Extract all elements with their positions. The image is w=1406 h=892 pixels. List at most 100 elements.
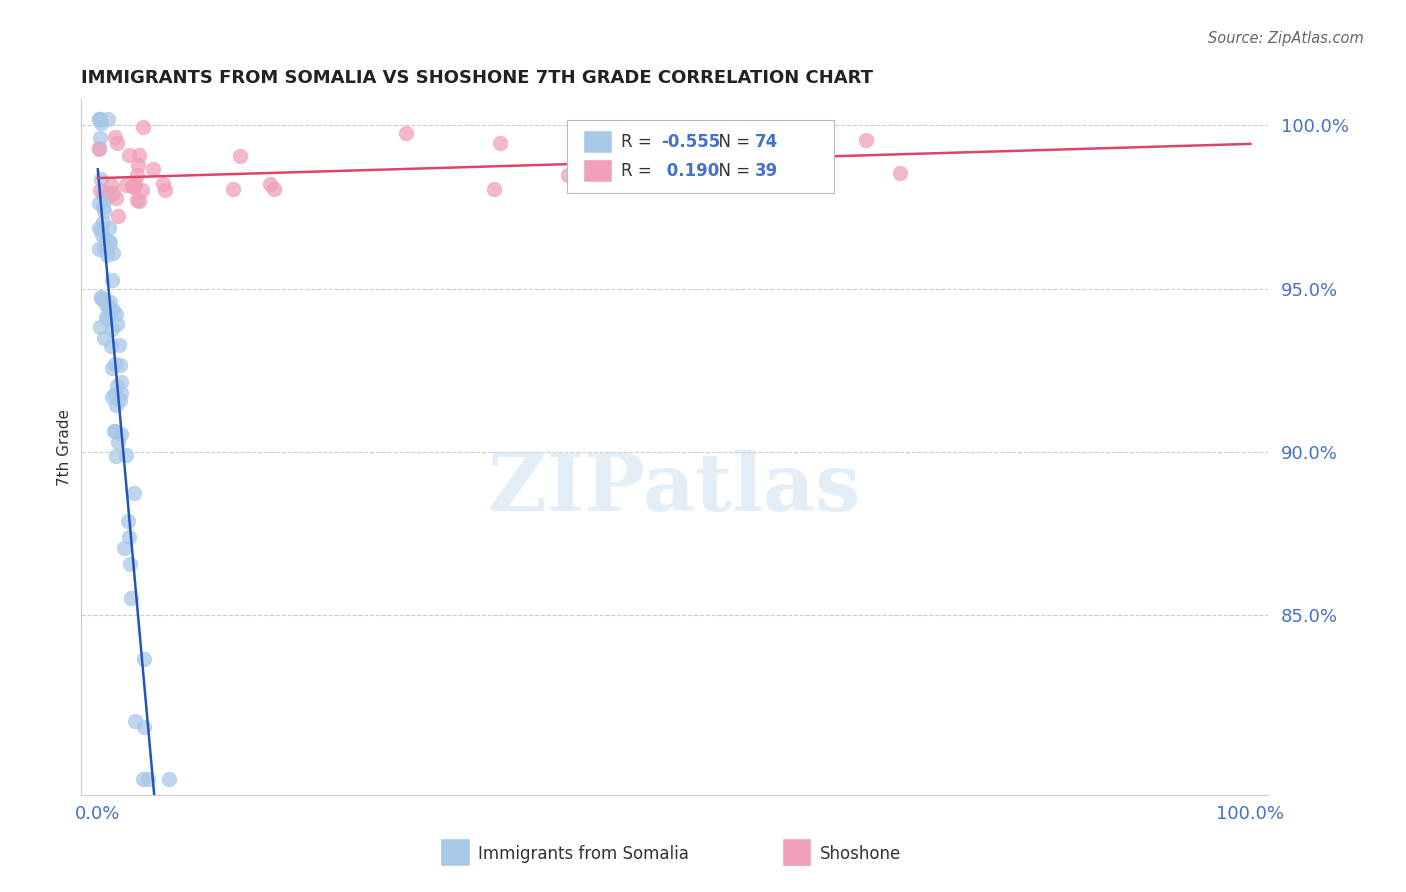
Text: N =: N = (709, 133, 756, 152)
Point (97, 189, 120, 203)
Point (101, 246, 124, 260)
Point (91, 293, 114, 307)
Point (127, 194, 149, 208)
Point (90, 290, 112, 304)
Point (104, 191, 127, 205)
Y-axis label: 7th Grade: 7th Grade (58, 409, 72, 485)
Point (132, 652, 155, 666)
Point (96, 299, 118, 313)
Point (91, 188, 114, 202)
Point (108, 358, 131, 372)
Point (110, 385, 132, 400)
Point (488, 136, 510, 151)
Point (259, 177, 281, 191)
Point (91, 227, 114, 242)
Point (120, 557, 142, 571)
Point (96, 310, 118, 325)
FancyBboxPatch shape (567, 120, 834, 194)
Point (101, 390, 124, 404)
Point (104, 129, 127, 144)
Point (87, 112, 110, 126)
Point (855, 133, 877, 147)
Point (127, 158, 149, 172)
Point (93, 204, 115, 219)
Point (89, 242, 111, 256)
Point (153, 183, 176, 197)
Point (104, 398, 127, 412)
Point (263, 182, 285, 196)
Text: R =: R = (620, 161, 657, 180)
Point (93, 241, 115, 255)
FancyBboxPatch shape (583, 160, 613, 182)
Point (98, 235, 121, 249)
Point (87, 112, 110, 126)
Point (104, 357, 127, 371)
Text: 0.190: 0.190 (661, 161, 720, 180)
Point (107, 209, 129, 223)
Point (91, 215, 114, 229)
Point (122, 485, 145, 500)
Point (776, 125, 799, 139)
Point (96, 298, 118, 312)
Point (132, 120, 155, 134)
Point (395, 126, 418, 140)
Point (101, 186, 124, 201)
Point (100, 322, 122, 336)
FancyBboxPatch shape (583, 131, 613, 153)
Point (115, 448, 138, 462)
Point (125, 168, 148, 182)
Point (105, 136, 128, 151)
Point (90, 116, 112, 130)
Point (108, 338, 131, 352)
Point (87, 221, 110, 235)
Point (128, 148, 150, 162)
Point (104, 424, 127, 438)
Point (121, 178, 143, 193)
Point (96, 240, 118, 254)
Point (98, 303, 121, 318)
Text: N =: N = (709, 161, 756, 180)
Point (104, 387, 127, 401)
Point (93, 331, 115, 345)
Point (152, 178, 174, 192)
Point (108, 392, 131, 407)
Point (89, 141, 111, 155)
Point (96, 310, 118, 324)
Point (101, 273, 124, 287)
Point (112, 541, 135, 556)
Point (120, 591, 142, 605)
Point (98, 235, 121, 249)
Point (98, 220, 121, 235)
Point (97, 112, 120, 126)
Point (103, 302, 125, 317)
Point (110, 376, 132, 390)
Point (89, 183, 111, 197)
Text: -0.555: -0.555 (661, 133, 720, 152)
Point (222, 182, 245, 196)
Point (89, 112, 111, 126)
Point (98, 295, 121, 310)
Point (132, 772, 155, 786)
Point (100, 338, 122, 352)
Point (124, 714, 146, 728)
Point (118, 148, 141, 162)
Point (889, 166, 911, 180)
Point (103, 424, 125, 438)
Text: Immigrants from Somalia: Immigrants from Somalia (478, 845, 689, 863)
Point (105, 317, 128, 331)
Point (638, 178, 661, 192)
Point (733, 143, 755, 157)
Text: 74: 74 (755, 133, 778, 152)
Point (104, 307, 127, 321)
Point (101, 360, 124, 375)
Point (96, 186, 118, 201)
Point (607, 165, 630, 179)
Point (132, 720, 155, 734)
Point (654, 147, 676, 161)
Point (128, 194, 150, 209)
Point (136, 772, 159, 786)
Point (89, 172, 111, 186)
Point (648, 170, 671, 185)
Point (115, 178, 138, 192)
Point (87, 142, 110, 156)
